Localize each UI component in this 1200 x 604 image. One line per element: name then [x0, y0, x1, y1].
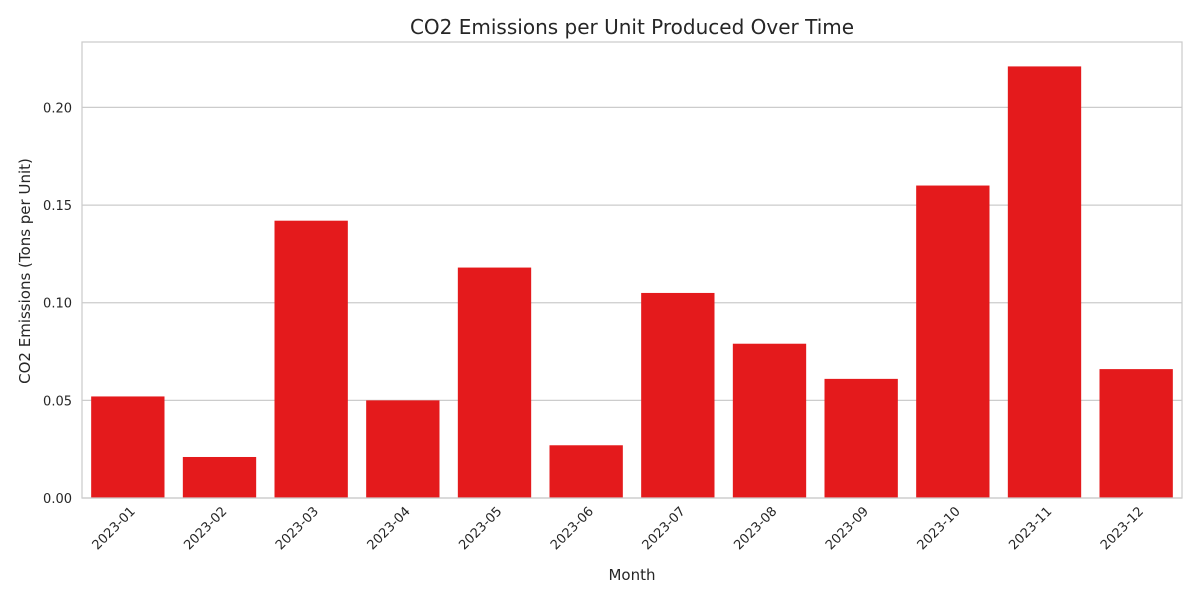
x-tick-label: 2023-10 [915, 504, 964, 553]
x-tick-label: 2023-02 [181, 504, 230, 553]
y-tick-label: 0.05 [43, 394, 72, 409]
y-tick-label: 0.00 [43, 492, 72, 507]
x-tick-label: 2023-07 [640, 504, 689, 553]
plot-frame [81, 41, 1183, 499]
bar [641, 292, 715, 498]
y-axis-label: CO2 Emissions (Tons per Unit) [16, 158, 34, 384]
x-tick-label: 2023-12 [1098, 504, 1147, 553]
y-tick-label: 0.15 [43, 199, 72, 214]
x-tick-label: 2023-11 [1006, 504, 1055, 553]
bars [91, 66, 1173, 498]
x-tick-label: 2023-03 [273, 504, 322, 553]
bar [457, 267, 532, 498]
bar [916, 185, 990, 498]
chart-title: CO2 Emissions per Unit Produced Over Tim… [410, 15, 854, 39]
y-tick-labels: 0.00 0.05 0.10 0.15 0.20 [43, 101, 72, 507]
x-tick-label: 2023-01 [90, 504, 139, 553]
bar [1007, 66, 1082, 498]
bar [182, 456, 257, 498]
y-tick-label: 0.10 [43, 297, 72, 312]
bar [366, 400, 440, 498]
bar [274, 220, 348, 498]
x-tick-label: 2023-08 [731, 504, 780, 553]
bar [732, 343, 807, 498]
bar [91, 396, 165, 498]
x-axis-label: Month [608, 566, 655, 584]
bar [1099, 369, 1173, 498]
x-tick-labels: 2023-01 2023-02 2023-03 2023-04 2023-05 2023-… [90, 504, 1147, 553]
bar [549, 445, 623, 498]
x-tick-label: 2023-04 [365, 504, 414, 553]
x-tick-label: 2023-05 [456, 504, 505, 553]
y-tick-label: 0.20 [43, 101, 72, 116]
x-tick-label: 2023-09 [823, 504, 872, 553]
bar [824, 378, 898, 498]
x-tick-label: 2023-06 [548, 504, 597, 553]
